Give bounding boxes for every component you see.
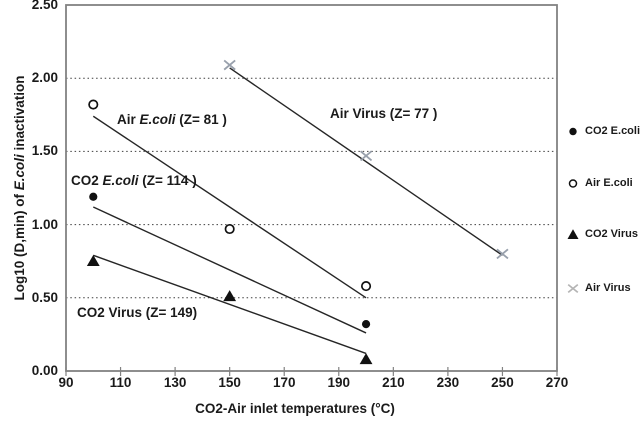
trendline-co2-e-coli — [92, 206, 367, 334]
data-point-co2-virus — [359, 353, 373, 365]
series-annotation: Air Virus (Z= 77 ) — [330, 106, 437, 121]
air-virus-marker-icon — [567, 283, 579, 294]
x-tick-label: 210 — [382, 375, 405, 390]
annotation-text: (Z= 81 ) — [175, 112, 227, 127]
legend-item-co2-virus: CO2 Virus — [566, 226, 638, 242]
trendline-air-e-coli — [92, 115, 367, 299]
legend-label: CO2 E.coli — [585, 125, 640, 137]
y-tick-label: 0.50 — [31, 289, 58, 305]
co2-virus-marker-icon — [567, 229, 579, 239]
x-tick-label: 110 — [109, 375, 132, 390]
x-tick-label: 90 — [58, 375, 74, 390]
trendline-air-virus — [229, 67, 503, 256]
legend-item-co2-e-coli: CO2 E.coli — [566, 123, 640, 139]
y-axis-title: Log10 (D,min) of E.coli inactivation — [12, 3, 30, 373]
annotation-text: (Z= 114 ) — [138, 173, 197, 188]
annotation-text: CO2 — [71, 173, 103, 188]
air-e-coli-marker-shape — [568, 179, 578, 188]
co2-e-coli-marker-shape — [569, 127, 577, 136]
x-tick-label: 150 — [218, 375, 241, 390]
trendline-co2-virus — [93, 254, 367, 355]
y-tick-label: 1.50 — [31, 143, 58, 159]
x-tick-label: 190 — [327, 375, 351, 390]
x-tick-label: 250 — [491, 375, 514, 390]
legend-label: CO2 Virus — [585, 228, 638, 240]
y-axis-title-italic: E.coli — [12, 154, 27, 191]
annotation-text: E.coli — [102, 173, 139, 188]
x-tick-label: 230 — [436, 375, 460, 390]
x-tick-label: 270 — [545, 375, 569, 390]
annotation-text: CO2 Virus (Z= 149) — [77, 305, 198, 320]
legend-label: Air Virus — [585, 282, 631, 294]
data-point-air-virus — [496, 248, 509, 260]
legend-item-air-virus: Air Virus — [566, 280, 631, 296]
data-point-air-virus — [359, 150, 373, 162]
data-point-air-e-coli — [224, 223, 235, 235]
series-annotation: CO2 E.coli (Z= 114 ) — [71, 173, 197, 188]
data-point-co2-virus — [223, 290, 237, 302]
series-annotation: Air E.coli (Z= 81 ) — [117, 112, 227, 127]
air-virus-marker-shape — [567, 283, 579, 294]
data-point-co2-e-coli — [89, 192, 98, 201]
plot-frame — [65, 4, 558, 372]
legend-item-air-e-coli: Air E.coli — [566, 175, 633, 191]
x-tick-label: 170 — [272, 375, 296, 390]
y-axis-title-pre: Log10 (D,min) of — [12, 190, 27, 301]
co2-virus-marker-shape — [567, 229, 579, 239]
x-tick-label: 130 — [163, 375, 187, 390]
co2-e-coli-marker-icon — [569, 127, 577, 136]
y-tick-label: 2.00 — [31, 70, 58, 86]
annotation-text: Air Virus (Z= 77 ) — [330, 106, 438, 121]
data-point-air-virus — [223, 59, 236, 71]
y-tick-label: 0.00 — [31, 363, 58, 378]
data-point-air-e-coli — [361, 281, 372, 292]
y-tick-label: 2.50 — [31, 0, 58, 12]
legend-label: Air E.coli — [585, 177, 633, 189]
air-e-coli-marker-icon — [568, 179, 578, 188]
annotation-text: E.coli — [139, 112, 176, 127]
data-point-co2-e-coli — [361, 320, 371, 329]
data-point-co2-virus — [86, 255, 100, 266]
y-tick-label: 1.00 — [31, 216, 58, 232]
y-axis-title-post: inactivation — [12, 75, 27, 155]
data-point-air-e-coli — [88, 99, 99, 110]
annotation-text: Air — [117, 112, 140, 127]
series-annotation: CO2 Virus (Z= 149) — [77, 305, 197, 320]
x-axis-title: CO2-Air inlet temperatures (°C) — [195, 401, 395, 416]
